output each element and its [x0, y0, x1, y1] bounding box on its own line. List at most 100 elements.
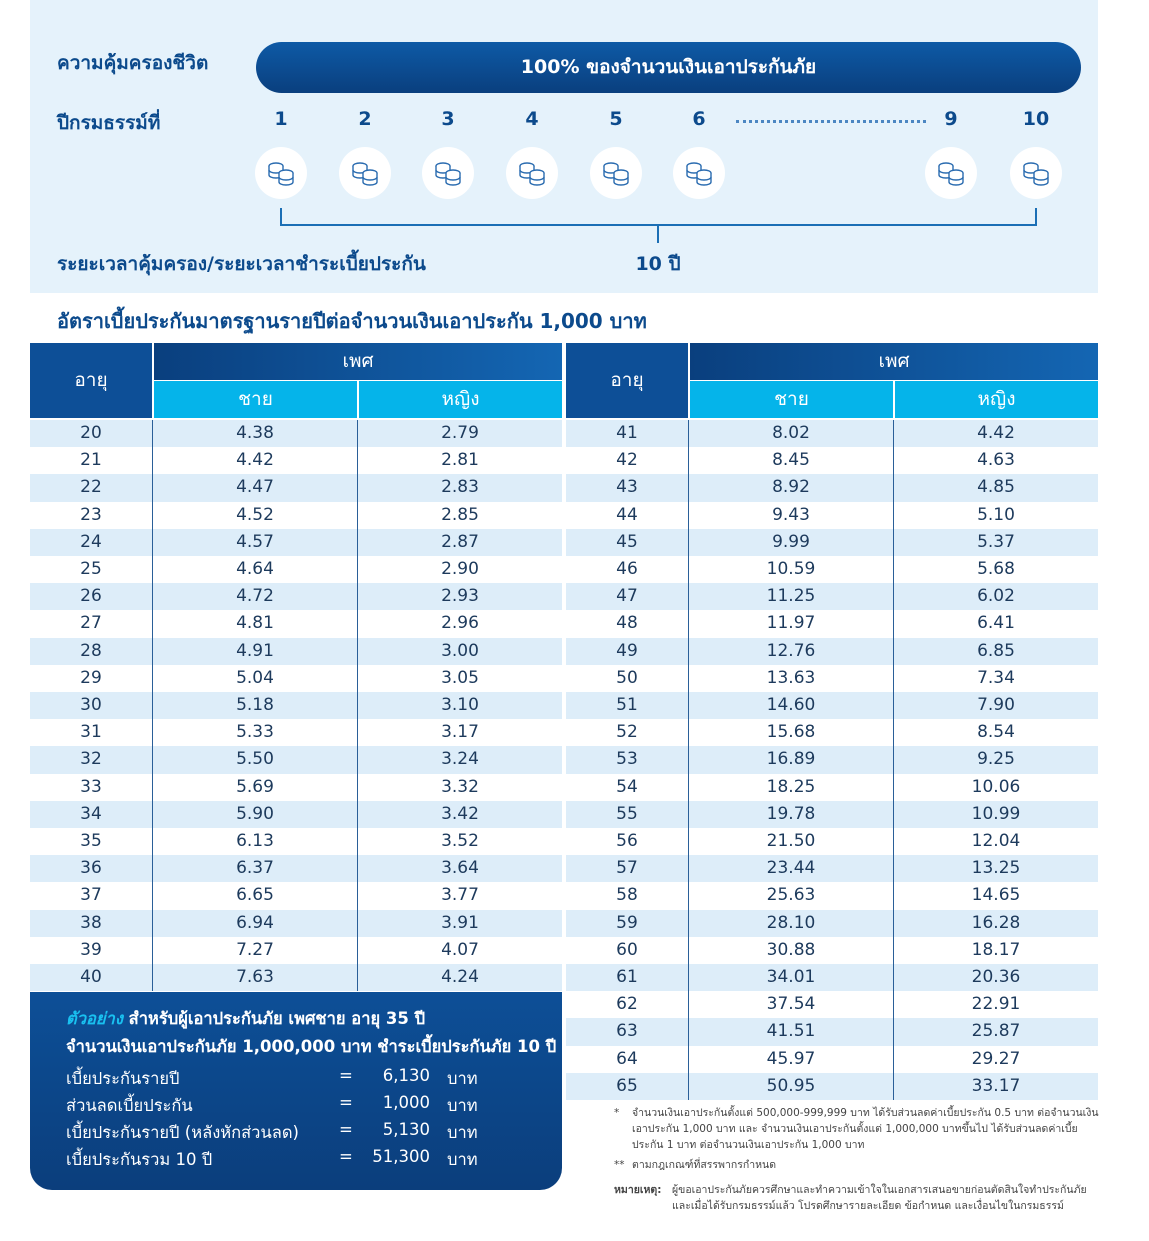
table-cell: 8.54 [893, 719, 1098, 747]
example-intro: ตัวอย่าง สำหรับผู้เอาประกันภัย เพศชาย อา… [66, 1006, 425, 1032]
example-eq: = [339, 1120, 353, 1139]
table-cell: 53 [566, 746, 688, 774]
table-cell: 58 [566, 882, 688, 910]
example-eq: = [339, 1093, 353, 1112]
table-cell: 18.25 [688, 773, 893, 801]
table-cell: 57 [566, 855, 688, 883]
table-cell: 6.65 [152, 882, 357, 910]
table-cell: 36 [30, 855, 152, 883]
table-cell: 5.50 [152, 746, 357, 774]
example-box [30, 992, 562, 1190]
table-cell: 2.90 [357, 556, 562, 584]
table-cell: 18.17 [893, 936, 1098, 964]
header-sex: เพศ [688, 343, 1098, 380]
bracket [280, 208, 1037, 243]
table-cell: 25.63 [688, 882, 893, 910]
table-cell: 19.78 [688, 800, 893, 828]
table-cell: 9.99 [688, 528, 893, 556]
table-cell: 2.81 [357, 447, 562, 475]
table-cell: 12.76 [688, 637, 893, 665]
table-cell: 6.94 [152, 909, 357, 937]
table-cell: 56 [566, 828, 688, 856]
table-cell: 8.02 [688, 420, 893, 448]
table-cell: 3.91 [357, 909, 562, 937]
table-cell: 29 [30, 664, 152, 692]
table-cell: 59 [566, 909, 688, 937]
policy-year: 10 [1022, 108, 1050, 130]
table-cell: 21.50 [688, 828, 893, 856]
table-cell: 20 [30, 420, 152, 448]
table-cell: 5.37 [893, 528, 1098, 556]
table-cell: 45 [566, 528, 688, 556]
table-cell: 4.63 [893, 447, 1098, 475]
table-cell: 24 [30, 528, 152, 556]
example-unit: บาท [447, 1096, 478, 1115]
note-mark: ** [614, 1159, 625, 1171]
example-text: สำหรับผู้เอาประกันภัย เพศชาย อายุ 35 ปี [128, 1009, 426, 1028]
coverage-label: ความคุ้มครองชีวิต [57, 52, 209, 74]
table-cell: 4.42 [893, 420, 1098, 448]
policy-year: 6 [692, 108, 706, 130]
table-cell: 27 [30, 610, 152, 638]
note-mark: * [614, 1107, 620, 1119]
table-cell: 14.60 [688, 692, 893, 720]
table-cell: 12.04 [893, 828, 1098, 856]
coin-icon [422, 147, 474, 199]
table-cell: 34.01 [688, 964, 893, 992]
table-cell: 45.97 [688, 1045, 893, 1073]
table-cell: 22.91 [893, 991, 1098, 1019]
example-amount: 51,300 [372, 1147, 430, 1166]
table-cell: 4.47 [152, 474, 357, 502]
example-eq: = [339, 1147, 353, 1166]
table-cell: 10.59 [688, 556, 893, 584]
table-cell: 46 [566, 556, 688, 584]
table-cell: 16.89 [688, 746, 893, 774]
table-cell: 7.27 [152, 936, 357, 964]
table-cell: 4.81 [152, 610, 357, 638]
table-cell: 44 [566, 501, 688, 529]
table-cell: 15.68 [688, 719, 893, 747]
header-sex: เพศ [152, 343, 562, 380]
example-amount: 6,130 [382, 1066, 430, 1085]
table-cell: 41 [566, 420, 688, 448]
coin-icon [339, 147, 391, 199]
table-cell: 39 [30, 936, 152, 964]
coverage-bar: 100% ของจำนวนเงินเอาประกันภัย [256, 42, 1081, 93]
table-cell: 51 [566, 692, 688, 720]
example-unit: บาท [447, 1123, 478, 1142]
coin-icon [1010, 147, 1062, 199]
table-cell: 5.04 [152, 664, 357, 692]
table-cell: 6.85 [893, 637, 1098, 665]
table-cell: 37.54 [688, 991, 893, 1019]
table-cell: 50 [566, 664, 688, 692]
table-cell: 11.25 [688, 583, 893, 611]
table-cell: 11.97 [688, 610, 893, 638]
table-cell: 3.64 [357, 855, 562, 883]
table-cell: 33 [30, 773, 152, 801]
table-cell: 55 [566, 800, 688, 828]
example-line: จำนวนเงินเอาประกันภัย 1,000,000 บาท ชำระ… [66, 1037, 557, 1056]
table-cell: 30.88 [688, 936, 893, 964]
table-cell: 34 [30, 800, 152, 828]
example-amount: 1,000 [382, 1093, 430, 1112]
table-cell: 25.87 [893, 1018, 1098, 1046]
table-cell: 3.24 [357, 746, 562, 774]
header-female: หญิง [893, 381, 1098, 418]
table-cell: 3.32 [357, 773, 562, 801]
example-eq: = [339, 1066, 353, 1085]
table-cell: 42 [566, 447, 688, 475]
example-amount: 5,130 [382, 1120, 430, 1139]
term-value: 10 ปี [635, 253, 681, 275]
table-cell: 29.27 [893, 1045, 1098, 1073]
table-cell: 28.10 [688, 909, 893, 937]
table-cell: 8.45 [688, 447, 893, 475]
header-age: อายุ [30, 343, 152, 418]
table-cell: 4.38 [152, 420, 357, 448]
table-cell: 3.05 [357, 664, 562, 692]
example-unit: บาท [447, 1150, 478, 1169]
table-cell: 4.57 [152, 528, 357, 556]
table-cell: 63 [566, 1018, 688, 1046]
table-cell: 6.02 [893, 583, 1098, 611]
policy-year: 4 [525, 108, 539, 130]
